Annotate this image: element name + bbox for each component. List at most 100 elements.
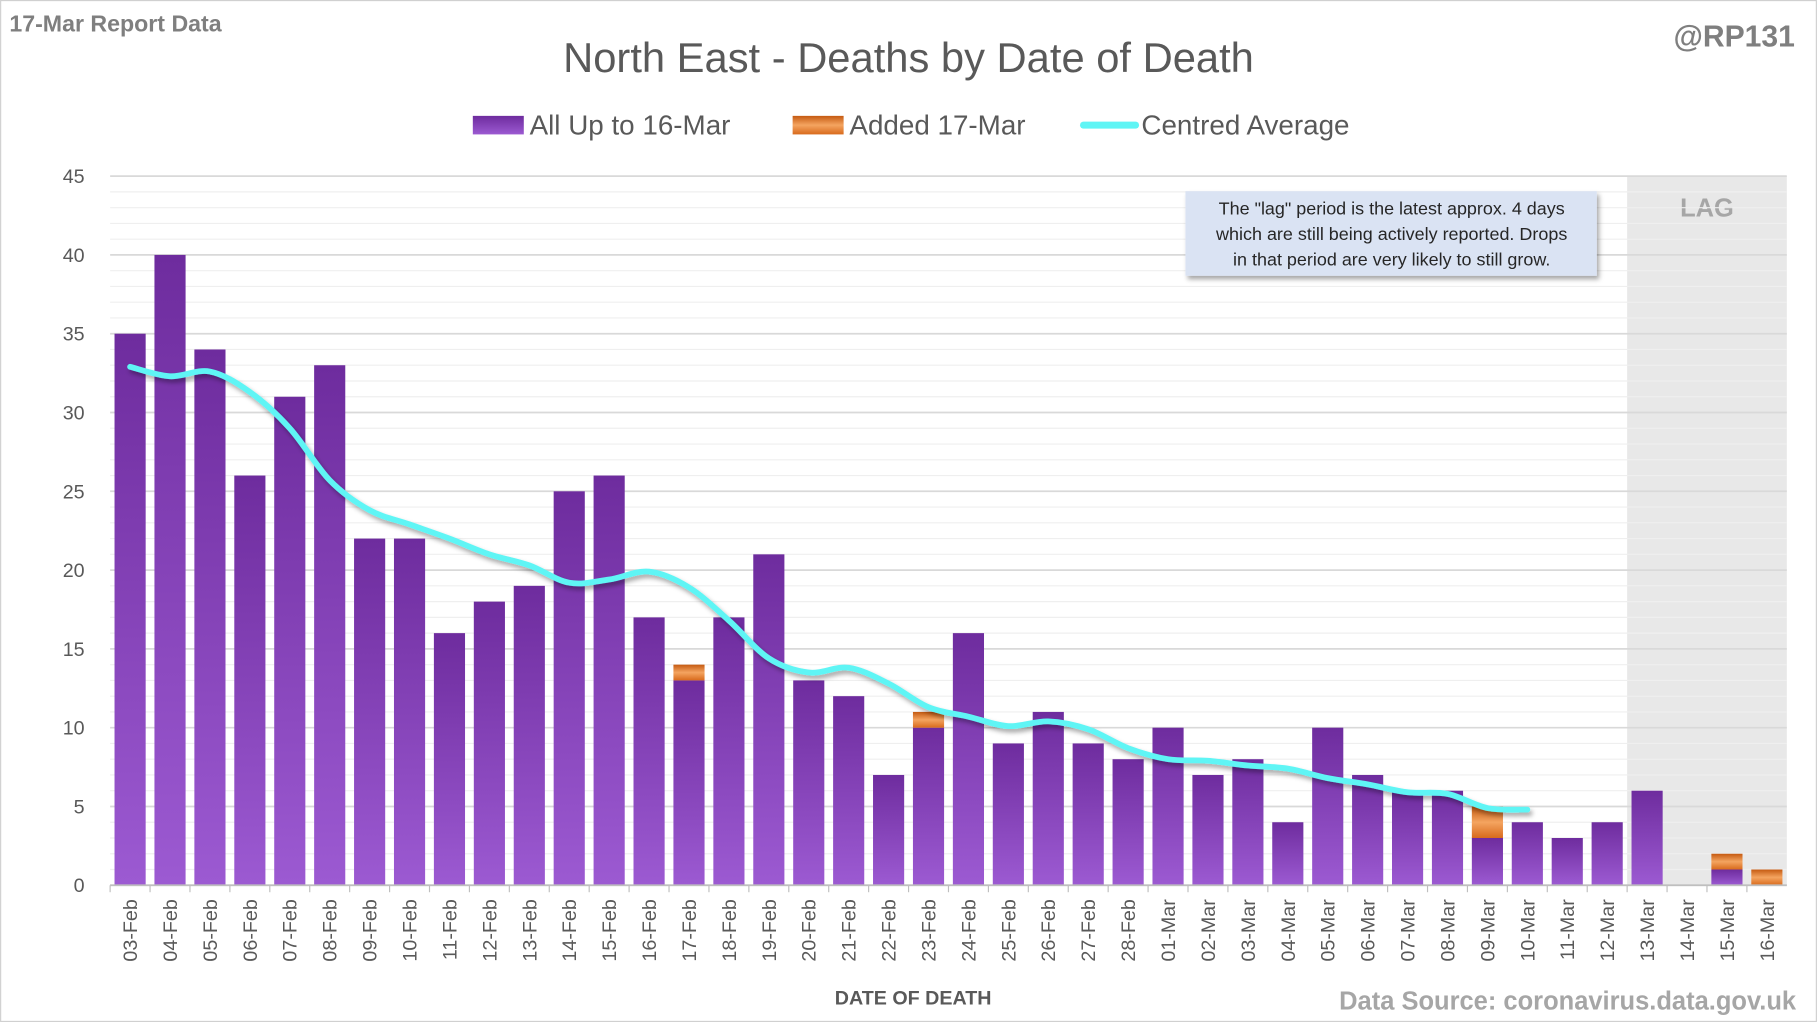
legend-label-average: Centred Average xyxy=(1141,109,1349,140)
x-tick-label: 04-Mar xyxy=(1278,899,1300,962)
y-tick-label: 25 xyxy=(63,481,85,503)
x-tick-label: 08-Mar xyxy=(1437,899,1459,962)
bar-added-17-mar xyxy=(673,664,705,681)
x-tick-label: 13-Feb xyxy=(519,899,541,961)
y-tick-label: 10 xyxy=(63,718,85,740)
x-tick-label: 05-Feb xyxy=(200,899,222,961)
bar-all-up-to-16-mar xyxy=(793,680,825,886)
bar-all-up-to-16-mar xyxy=(314,365,346,886)
x-tick-label: 22-Feb xyxy=(879,899,901,961)
handle: @RP131 xyxy=(1673,20,1794,53)
legend-label-added: Added 17-Mar xyxy=(849,109,1025,140)
bar-all-up-to-16-mar xyxy=(673,680,705,886)
bars xyxy=(110,254,1787,887)
x-tick-label: 07-Mar xyxy=(1398,899,1420,962)
lag-note-line-2: which are still being actively reported.… xyxy=(1215,224,1567,244)
lag-region xyxy=(1627,176,1787,886)
bar-added-17-mar xyxy=(1711,853,1743,870)
bar-all-up-to-16-mar xyxy=(1152,727,1184,886)
x-tick-label: 08-Feb xyxy=(320,899,342,961)
x-tick-label: 05-Mar xyxy=(1318,899,1340,962)
bar-added-17-mar xyxy=(1751,869,1783,886)
bar-all-up-to-16-mar xyxy=(1272,822,1304,886)
x-tick-label: 06-Feb xyxy=(240,899,262,961)
x-axis-ticks: 03-Feb 04-Feb 05-Feb 06-Feb 07-Feb 08-Feb 09-F… xyxy=(109,885,1779,962)
y-tick-label: 40 xyxy=(63,245,85,267)
lag-label: LAG xyxy=(1680,195,1734,223)
y-tick-label: 0 xyxy=(74,875,85,897)
x-tick-label: 03-Feb xyxy=(120,899,142,961)
bar-all-up-to-16-mar xyxy=(713,617,745,886)
legend: All Up to 16-Mar Added 17-Mar Centred Av… xyxy=(472,109,1350,140)
x-tick-label: 13-Mar xyxy=(1637,899,1659,962)
bar-added-17-mar xyxy=(912,711,945,728)
x-tick-label: 10-Mar xyxy=(1517,899,1539,962)
bar-all-up-to-16-mar xyxy=(753,554,785,886)
bar-all-up-to-16-mar xyxy=(114,333,146,886)
bar-all-up-to-16-mar xyxy=(553,491,585,886)
bar-all-up-to-16-mar xyxy=(992,743,1024,886)
report-label: 17-Mar Report Data xyxy=(9,10,222,36)
x-tick-label: 19-Feb xyxy=(759,899,781,961)
x-tick-label: 25-Feb xyxy=(998,899,1020,961)
x-tick-label: 15-Mar xyxy=(1717,899,1739,962)
bar-all-up-to-16-mar xyxy=(1711,869,1743,886)
bar-all-up-to-16-mar xyxy=(1312,727,1344,886)
x-tick-label: 09-Mar xyxy=(1477,899,1499,962)
bar-all-up-to-16-mar xyxy=(1032,711,1064,886)
bar-all-up-to-16-mar xyxy=(1591,822,1623,886)
x-tick-label: 16-Feb xyxy=(639,899,661,961)
lag-note-line-3: in that period are very likely to still … xyxy=(1233,249,1550,269)
x-tick-label: 12-Mar xyxy=(1597,899,1619,962)
x-tick-label: 28-Feb xyxy=(1118,899,1140,961)
y-tick-label: 5 xyxy=(74,796,85,818)
x-tick-label: 20-Feb xyxy=(799,899,821,961)
x-tick-label: 04-Feb xyxy=(160,899,182,961)
bar-all-up-to-16-mar xyxy=(473,601,505,886)
bar-all-up-to-16-mar xyxy=(1192,774,1224,886)
y-axis-ticks: 0 5 10 15 20 25 30 35 40 45 xyxy=(63,166,85,897)
x-tick-label: 06-Mar xyxy=(1358,899,1380,962)
bar-all-up-to-16-mar xyxy=(1072,743,1104,886)
x-tick-label: 27-Feb xyxy=(1078,899,1100,961)
x-tick-label: 09-Feb xyxy=(360,899,382,961)
x-tick-label: 02-Mar xyxy=(1198,899,1220,962)
chart-title: North East - Deaths by Date of Death xyxy=(563,34,1254,81)
bar-all-up-to-16-mar xyxy=(1431,790,1464,886)
bar-all-up-to-16-mar xyxy=(1551,837,1583,886)
bar-all-up-to-16-mar xyxy=(513,585,545,886)
x-tick-label: 11-Feb xyxy=(439,899,461,960)
bar-all-up-to-16-mar xyxy=(194,349,226,886)
centred-average-line xyxy=(127,363,1531,813)
legend-label-all: All Up to 16-Mar xyxy=(530,109,731,140)
x-tick-label: 11-Mar xyxy=(1557,899,1579,960)
x-tick-label: 14-Feb xyxy=(559,899,581,961)
bar-all-up-to-16-mar xyxy=(1631,790,1663,886)
y-tick-label: 15 xyxy=(63,639,85,661)
bar-all-up-to-16-mar xyxy=(354,538,386,886)
y-tick-label: 45 xyxy=(63,166,85,188)
bar-all-up-to-16-mar xyxy=(633,617,665,886)
bar-all-up-to-16-mar xyxy=(873,774,905,886)
lag-note xyxy=(1185,191,1597,276)
lag-note-line-1: The "lag" period is the latest approx. 4… xyxy=(1219,198,1565,218)
bar-all-up-to-16-mar xyxy=(912,727,945,886)
bar-all-up-to-16-mar xyxy=(433,633,466,886)
bar-all-up-to-16-mar xyxy=(1112,759,1144,886)
bar-all-up-to-16-mar xyxy=(154,254,186,886)
bar-all-up-to-16-mar xyxy=(234,475,266,886)
x-tick-label: 17-Feb xyxy=(679,899,701,961)
y-tick-label: 20 xyxy=(63,560,85,582)
legend-swatch-added xyxy=(792,115,844,135)
legend-swatch-all xyxy=(472,115,524,135)
x-tick-label: 21-Feb xyxy=(839,899,861,961)
x-tick-label: 24-Feb xyxy=(958,899,980,961)
x-tick-label: 16-Mar xyxy=(1757,899,1779,962)
x-tick-label: 01-Mar xyxy=(1158,899,1180,962)
x-tick-label: 03-Mar xyxy=(1238,899,1260,962)
bar-all-up-to-16-mar xyxy=(1511,822,1543,886)
bar-all-up-to-16-mar xyxy=(1232,759,1264,886)
bar-all-up-to-16-mar xyxy=(1471,837,1503,886)
